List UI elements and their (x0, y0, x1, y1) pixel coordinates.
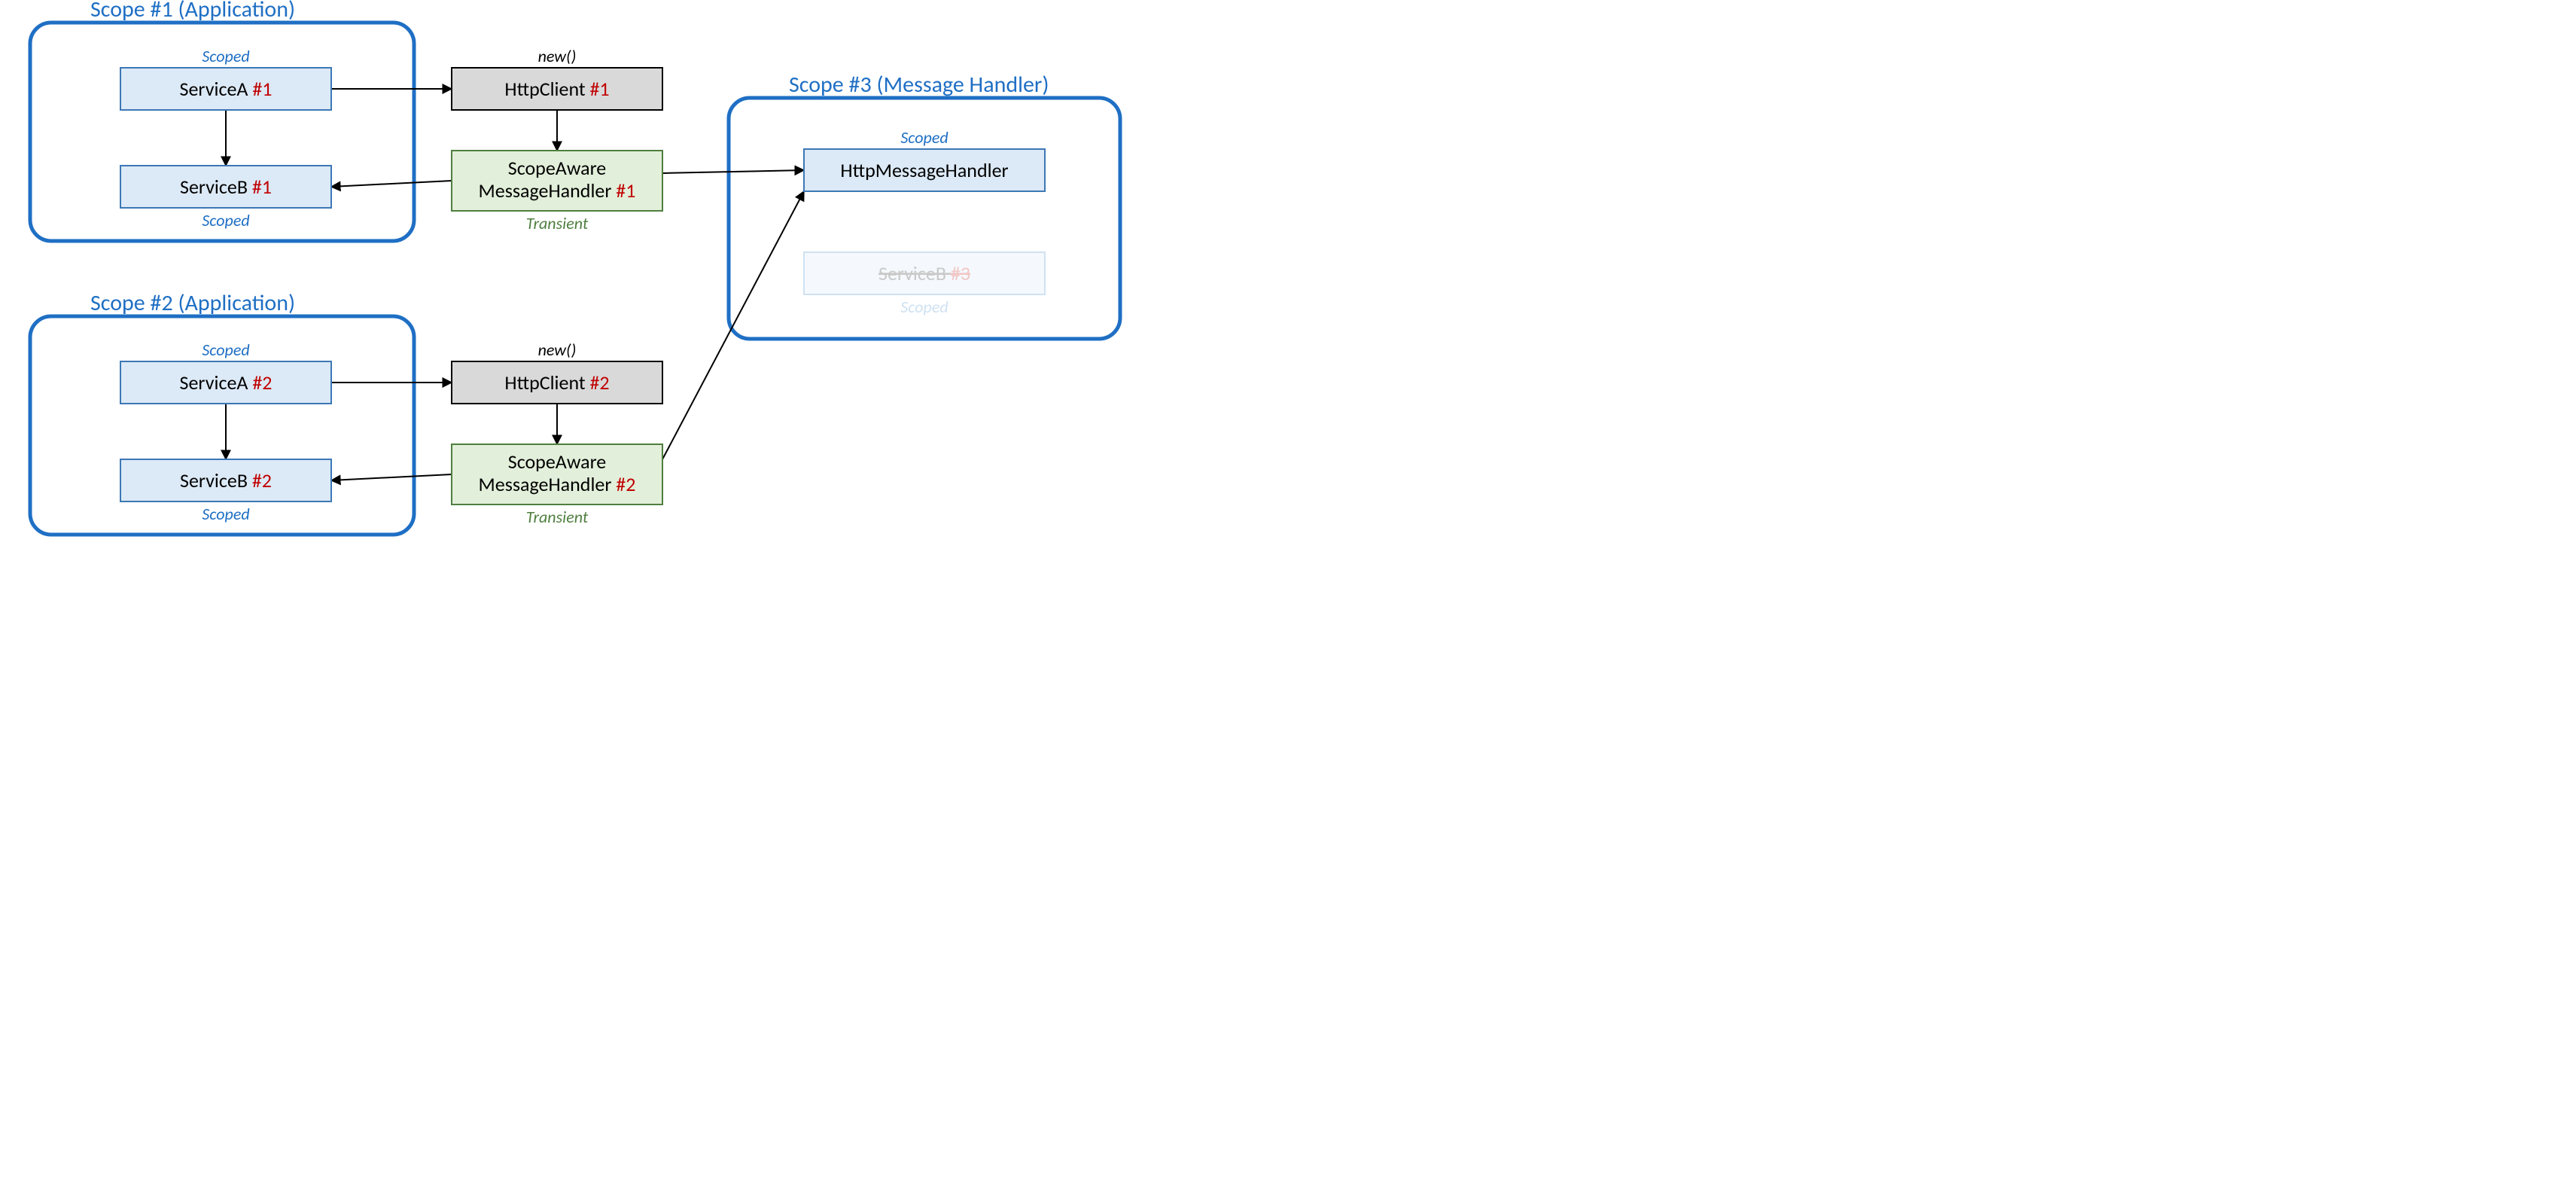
node-http1: HttpClient #1 new() (452, 46, 662, 110)
lifetime-label: Scoped (900, 127, 948, 148)
edge-samh2-svcB2 (331, 474, 452, 480)
scope-title: Scope #1 (Application) (90, 0, 295, 23)
node-svcA2: ServiceA #2 Scoped (120, 340, 331, 404)
node-label: ScopeAware (508, 156, 606, 180)
edge-samh1-hmh (662, 170, 804, 173)
nodes-layer: ServiceA #1 Scoped ServiceB #1 Scoped HttpCl… (120, 46, 1045, 527)
node-http2: HttpClient #2 new() (452, 340, 662, 404)
edge-samh1-svcB1 (331, 181, 452, 187)
node-label: MessageHandler #2 (479, 472, 636, 496)
diagram-canvas: Scope #1 (Application) Scope #2 (Applicat… (0, 0, 1159, 587)
node-label: ServiceB #3 (878, 261, 970, 285)
lifetime-label: new() (538, 340, 577, 360)
scope-title: Scope #3 (Message Handler) (789, 71, 1049, 99)
edge-samh2-hmh (662, 191, 804, 459)
node-label: ServiceB #1 (180, 175, 272, 199)
node-hmh: HttpMessageHandler Scoped (804, 127, 1045, 191)
node-samh2: ScopeAwareMessageHandler #2 Transient (452, 444, 662, 527)
lifetime-label: Scoped (202, 46, 249, 66)
node-label: ServiceB #2 (180, 468, 272, 492)
lifetime-label: Transient (526, 507, 589, 527)
node-label: ServiceA #1 (180, 77, 273, 101)
lifetime-label: Scoped (900, 297, 948, 317)
lifetime-label: Scoped (202, 504, 249, 524)
lifetime-label: Scoped (202, 340, 249, 360)
node-svcB2: ServiceB #2 Scoped (120, 459, 331, 524)
node-label: HttpClient #1 (504, 77, 609, 101)
lifetime-label: Transient (526, 213, 589, 233)
lifetime-label: new() (538, 46, 577, 66)
node-samh1: ScopeAwareMessageHandler #1 Transient (452, 151, 662, 233)
node-svcB1: ServiceB #1 Scoped (120, 166, 331, 230)
lifetime-label: Scoped (202, 210, 249, 230)
scope-title: Scope #2 (Application) (90, 289, 295, 317)
node-label: ServiceA #2 (180, 370, 273, 395)
node-svcB3: ServiceB #3 Scoped (804, 252, 1045, 317)
node-label: HttpClient #2 (504, 370, 609, 395)
node-label: MessageHandler #1 (479, 178, 636, 203)
node-label: ScopeAware (508, 450, 606, 474)
node-svcA1: ServiceA #1 Scoped (120, 46, 331, 110)
node-label: HttpMessageHandler (840, 158, 1008, 182)
edges-layer (226, 89, 804, 480)
